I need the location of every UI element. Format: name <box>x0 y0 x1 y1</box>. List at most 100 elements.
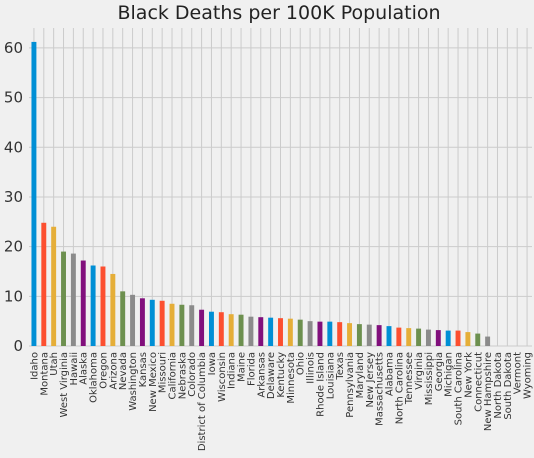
bar <box>366 324 372 346</box>
y-tick-label: 20 <box>4 238 23 256</box>
x-tick-label: Maryland <box>355 352 366 398</box>
x-tick-label: Iowa <box>207 352 218 375</box>
x-tick-label: South Carolina <box>454 352 465 425</box>
x-tick-label: Oklahoma <box>89 352 100 403</box>
bar <box>228 314 234 346</box>
bar <box>465 332 471 346</box>
bar <box>455 330 461 346</box>
x-tick-label: Texas <box>335 352 346 381</box>
x-tick-label: North Carolina <box>394 352 405 424</box>
y-tick-label: 0 <box>13 337 23 355</box>
bar <box>199 309 205 346</box>
x-tick-label: Wyoming <box>523 352 534 399</box>
bar <box>416 328 422 346</box>
bar <box>445 330 451 346</box>
x-tick-label: Minnesota <box>286 352 297 404</box>
bar <box>90 265 96 346</box>
x-tick-label: Mississippi <box>424 352 435 405</box>
x-tick-label: Louisiana <box>325 352 336 399</box>
bar <box>218 312 224 346</box>
x-tick-label: South Dakota <box>503 352 514 420</box>
y-axis-ticks: 0 10 20 30 40 50 60 <box>4 39 23 355</box>
x-tick-label: Colorado <box>187 352 198 397</box>
x-tick-label: Alabama <box>384 352 395 396</box>
bar <box>376 325 382 346</box>
bar <box>307 321 313 346</box>
x-tick-label: Ohio <box>296 352 307 375</box>
x-tick-label: Wisconsin <box>217 352 228 402</box>
x-tick-label: New Hampshire <box>483 352 494 431</box>
x-tick-label: Kentucky <box>276 352 287 398</box>
y-tick-label: 30 <box>4 188 23 206</box>
x-tick-label: Arizona <box>108 352 119 390</box>
x-tick-label: Massachusetts <box>375 352 386 426</box>
bar <box>189 305 195 346</box>
x-tick-label: District of Columbia <box>197 352 208 451</box>
x-tick-label: Missouri <box>158 352 169 393</box>
bar <box>287 318 293 346</box>
bar <box>406 328 412 346</box>
x-tick-label: New Jersey <box>365 352 376 408</box>
bar <box>80 260 86 346</box>
x-tick-label: West Virginia <box>59 352 70 417</box>
x-tick-label: Pennsylvania <box>345 352 356 418</box>
bar <box>41 222 47 346</box>
bar <box>386 326 392 346</box>
bar <box>169 303 175 346</box>
y-tick-label: 40 <box>4 138 23 156</box>
x-tick-label: Rhode Island <box>315 352 326 417</box>
bar <box>70 253 76 346</box>
x-tick-label: Nebraska <box>177 352 188 399</box>
x-tick-label: California <box>168 352 179 400</box>
bar <box>278 318 283 346</box>
bar <box>435 330 441 346</box>
bar <box>238 314 244 346</box>
x-tick-label: Idaho <box>29 352 40 380</box>
bar <box>485 336 491 346</box>
bar <box>159 300 165 346</box>
bar <box>120 291 126 346</box>
x-tick-label: New York <box>463 352 474 398</box>
x-tick-label: Michigan <box>444 352 455 397</box>
x-tick-label: Connecticut <box>473 352 484 412</box>
bar <box>258 317 264 346</box>
bar <box>337 322 343 346</box>
bar <box>51 226 57 346</box>
bar <box>425 329 431 346</box>
bar <box>356 324 362 346</box>
x-tick-label: Virginia <box>414 352 425 390</box>
x-tick-label: Vermont <box>513 352 524 394</box>
bar <box>268 317 274 346</box>
bar <box>149 299 155 346</box>
bar <box>110 273 116 346</box>
y-tick-label: 60 <box>4 39 23 57</box>
y-tick-label: 50 <box>4 89 23 107</box>
x-tick-label: Utah <box>49 352 60 376</box>
x-tick-label: Delaware <box>266 352 277 399</box>
x-tick-label: Alaska <box>79 352 90 385</box>
x-tick-label: Washington <box>128 352 139 411</box>
x-tick-label: Illinois <box>306 352 317 384</box>
bar <box>100 266 106 346</box>
bar <box>347 323 353 346</box>
bar <box>139 298 145 346</box>
x-tick-label: Indiana <box>227 352 238 389</box>
x-tick-label: Tennessee <box>404 352 415 405</box>
bar <box>248 316 254 346</box>
x-tick-label: North Dakota <box>493 352 504 419</box>
x-tick-label: Nevada <box>118 352 129 390</box>
bar <box>208 311 214 346</box>
bar <box>130 294 136 346</box>
bars <box>31 41 491 346</box>
x-tick-label: Florida <box>246 352 257 386</box>
chart-title: Black Deaths per 100K Population <box>117 2 440 24</box>
bar <box>179 304 185 346</box>
bar <box>327 321 333 346</box>
x-tick-label: Arkansas <box>256 352 267 398</box>
y-tick-label: 10 <box>4 287 23 305</box>
bar <box>31 41 37 346</box>
x-tick-label: Maine <box>237 352 248 382</box>
